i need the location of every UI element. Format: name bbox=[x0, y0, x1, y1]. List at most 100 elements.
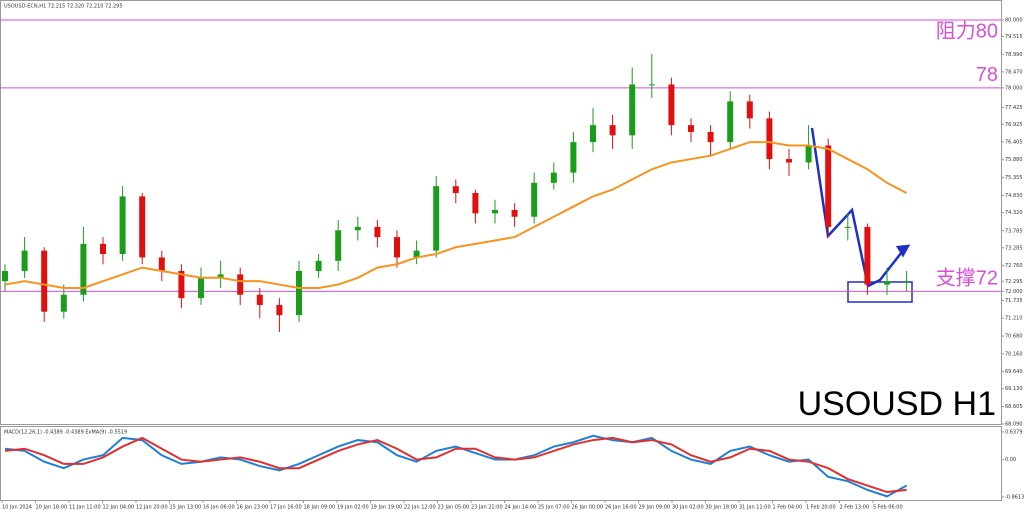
x-tick-label: 2 Feb 13:00 bbox=[840, 505, 870, 511]
candle-body bbox=[139, 196, 146, 258]
x-tick-label: 5 Feb 06:00 bbox=[873, 505, 903, 511]
x-tick-label: 11 Jan 11:00 bbox=[69, 505, 101, 511]
y-tick-label: 72.760 bbox=[1005, 263, 1023, 269]
candle-body bbox=[178, 271, 185, 299]
x-tick-label: 23 Jan 05:00 bbox=[438, 505, 470, 511]
candle-body bbox=[256, 294, 263, 305]
y-tick-label: 74.320 bbox=[1005, 210, 1023, 216]
candle-body bbox=[786, 159, 792, 163]
candle-body bbox=[217, 274, 224, 278]
candle-body bbox=[590, 125, 596, 143]
y-tick-label: 74.830 bbox=[1005, 193, 1023, 199]
candle-body bbox=[707, 131, 714, 143]
x-tick-label: 26 Jan 00:00 bbox=[572, 505, 604, 511]
candle-body bbox=[394, 237, 400, 258]
candle-body bbox=[805, 145, 812, 163]
x-tick-label: 22 Jan 12:00 bbox=[404, 505, 436, 511]
y-tick-label: 70.160 bbox=[1005, 351, 1023, 357]
y-tick-label: 70.680 bbox=[1005, 334, 1023, 340]
candle-body bbox=[766, 118, 773, 160]
y-tick-label: 71.735 bbox=[1005, 298, 1023, 304]
chart-header: USOUSD-ECN,H1 72.215 72.320 72.210 72.29… bbox=[4, 4, 123, 10]
x-tick-label: 29 Jan 09:00 bbox=[639, 505, 671, 511]
candle-body bbox=[452, 186, 459, 193]
level-label: 阻力80 bbox=[936, 19, 998, 42]
candle-body bbox=[609, 125, 616, 136]
macd-tick-label: -0.8613 bbox=[1005, 494, 1024, 500]
candle-body bbox=[648, 84, 655, 86]
candle-body bbox=[21, 250, 28, 272]
macd-line bbox=[4, 436, 907, 494]
candle-body bbox=[374, 226, 381, 238]
y-tick-label: 73.785 bbox=[1005, 228, 1023, 234]
level-label: 支撑72 bbox=[936, 267, 998, 290]
y-tick-label: 73.285 bbox=[1005, 245, 1023, 251]
candle-body bbox=[531, 182, 538, 217]
x-tick-label: 30 Jan 02:00 bbox=[672, 505, 704, 511]
candle-body bbox=[550, 172, 557, 183]
candle-body bbox=[276, 304, 283, 316]
y-tick-label: 79.515 bbox=[1005, 34, 1023, 40]
x-tick-label: 1 Feb 20:00 bbox=[806, 505, 836, 511]
x-tick-label: 19 Jan 02:00 bbox=[337, 505, 369, 511]
candle-body bbox=[844, 226, 851, 228]
macd-tick-label: 0.6379 bbox=[1005, 429, 1023, 435]
candle-body bbox=[903, 281, 910, 283]
candle-body bbox=[511, 209, 518, 217]
y-tick-label: 68.605 bbox=[1005, 404, 1023, 410]
candle-body bbox=[825, 145, 832, 227]
y-tick-label: 72.000 bbox=[1005, 289, 1023, 295]
y-tick-label: 72.295 bbox=[1005, 279, 1023, 285]
candle-body bbox=[433, 186, 440, 251]
macd-tick-label: 0.00 bbox=[1005, 457, 1016, 463]
candle-body bbox=[864, 226, 871, 285]
x-tick-label: 12 Jan 20:00 bbox=[136, 505, 168, 511]
candle-body bbox=[119, 196, 126, 255]
candle-body bbox=[354, 226, 361, 231]
y-tick-label: 78.000 bbox=[1005, 85, 1023, 91]
x-tick-label: 24 Jan 14:00 bbox=[505, 505, 537, 511]
x-tick-label: 18 Jan 09:00 bbox=[304, 505, 336, 511]
watermark: USOUSD H1 bbox=[798, 385, 996, 423]
x-tick-label: 16 Jan 06:00 bbox=[203, 505, 235, 511]
macd-header: MACD(12,26,1) -0.4389 -0.4389 ExMA(9) -0… bbox=[4, 430, 127, 436]
y-tick-label: 78.470 bbox=[1005, 69, 1023, 75]
x-tick-label: 19 Jan 19:00 bbox=[371, 505, 403, 511]
candle-body bbox=[2, 271, 8, 282]
candle-body bbox=[158, 257, 165, 272]
candle-body bbox=[727, 101, 734, 143]
candle-body bbox=[413, 250, 420, 258]
y-tick-label: 76.925 bbox=[1005, 122, 1023, 128]
x-tick-label: 16 Jan 23:00 bbox=[237, 505, 269, 511]
candle-body bbox=[41, 250, 48, 312]
candle-body bbox=[668, 84, 675, 126]
candle-body bbox=[884, 281, 890, 285]
moving-average bbox=[4, 141, 908, 289]
x-tick-label: 26 Jan 16:00 bbox=[605, 505, 637, 511]
x-tick-label: 23 Jan 21:00 bbox=[471, 505, 503, 511]
arrow-head bbox=[895, 244, 911, 258]
x-tick-label: 25 Jan 07:00 bbox=[538, 505, 570, 511]
candle-body bbox=[746, 101, 753, 119]
support-box bbox=[847, 281, 913, 303]
x-tick-label: 10 Jan 2024 bbox=[2, 505, 32, 511]
candle-body bbox=[472, 192, 479, 214]
x-tick-label: 1 Feb 04:00 bbox=[773, 505, 803, 511]
level-label: 78 bbox=[976, 64, 998, 86]
x-tick-label: 30 Jan 18:00 bbox=[706, 505, 738, 511]
y-tick-label: 78.990 bbox=[1005, 52, 1023, 58]
x-tick-label: 12 Jan 04:00 bbox=[103, 505, 135, 511]
candle-body bbox=[492, 209, 498, 214]
y-tick-label: 80.000 bbox=[1005, 17, 1023, 23]
y-tick-label: 71.210 bbox=[1005, 316, 1023, 322]
candle-body bbox=[570, 142, 577, 173]
candle-body bbox=[629, 84, 636, 136]
candle-body bbox=[100, 243, 106, 255]
y-tick-label: 75.355 bbox=[1005, 175, 1023, 181]
x-tick-label: 31 Jan 11:00 bbox=[739, 505, 771, 511]
macd-panel-border bbox=[0, 426, 1002, 501]
candle-body bbox=[296, 271, 302, 316]
candle-body bbox=[237, 274, 244, 295]
y-tick-label: 68.090 bbox=[1005, 421, 1023, 427]
y-tick-label: 69.130 bbox=[1005, 386, 1023, 392]
